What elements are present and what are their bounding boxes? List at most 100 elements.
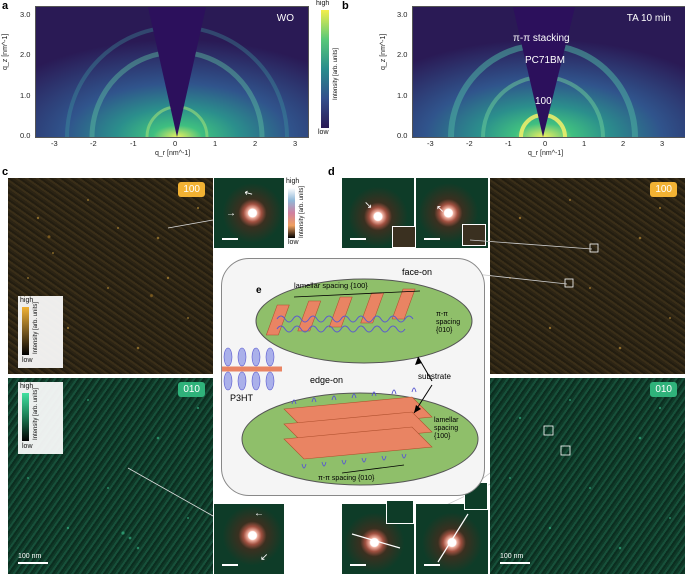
- fft-colorbar-box: high low Intensity [arb. units]: [286, 178, 328, 248]
- x-tick: 1: [213, 139, 218, 148]
- pipi-line-1: π-π: [436, 311, 448, 318]
- x-tick: 0: [173, 139, 178, 148]
- colorbar-gold: [22, 307, 29, 355]
- cbar-high: high: [286, 178, 300, 185]
- cbar-high: high: [20, 297, 34, 304]
- x-tick: -2: [466, 139, 473, 148]
- scalebar-label: 100 nm: [18, 553, 42, 560]
- fft-scalebar: [350, 238, 366, 240]
- y-tick: 3.0: [397, 10, 408, 19]
- panel-letter-d: d: [328, 166, 335, 178]
- tag-ta: TA 10 min: [626, 13, 671, 24]
- label-pipi-top: π-π spacing {010}: [436, 311, 460, 335]
- label-lamellar-top: lamellar spacing {100}: [294, 281, 368, 290]
- afm-map-010-left: 010 high low Intensity [arb. units] 100 …: [8, 378, 213, 574]
- lamellar-line-3: {100}: [434, 433, 451, 440]
- label-edge-on: edge-on: [310, 375, 344, 385]
- fft-top-left: ↙ →: [214, 178, 284, 248]
- cbar-low: low: [22, 357, 33, 364]
- speckle-svg: [27, 199, 213, 350]
- x-tick: 3: [293, 139, 298, 148]
- fft-scalebar: [222, 564, 238, 566]
- inset-zoom: [392, 226, 416, 248]
- x-tick: 3: [660, 139, 665, 148]
- cbar-low: low: [22, 443, 33, 450]
- fft-bottom-left: ← ↙: [214, 504, 284, 574]
- colorbar-box: high low Intensity [arb. units]: [18, 382, 63, 454]
- cbar-high: high: [20, 383, 34, 390]
- panel-letter-c: c: [2, 166, 9, 178]
- y-tick: 0.0: [397, 131, 408, 140]
- panel-letter-e: e: [256, 285, 262, 296]
- double-arrow-svg: [351, 533, 401, 549]
- panel-letter-b: b: [342, 0, 349, 12]
- panel-letter-a: a: [2, 0, 9, 12]
- schematic-svg: [222, 278, 479, 486]
- badge-010: 010: [178, 382, 205, 397]
- arrow-icon: ←: [254, 508, 264, 519]
- lamellar-line-1: lamellar: [434, 417, 459, 424]
- label-lamellar-bottom: lamellar spacing {100}: [434, 417, 459, 441]
- label-substrate: substrate: [418, 372, 451, 381]
- afm-map-100-left: 100 high low Intensity [arb. units]: [8, 178, 213, 374]
- y-tick: 1.0: [20, 91, 31, 100]
- colorbar-green: [22, 393, 29, 441]
- x-axis-label: q_r [nm^-1]: [528, 150, 564, 157]
- fft-scalebar: [222, 238, 238, 240]
- x-tick: 0: [543, 139, 548, 148]
- badge-100: 100: [650, 182, 677, 197]
- scalebar: [500, 562, 530, 564]
- pipi-line-3: {010}: [436, 327, 453, 334]
- label-face-on: face-on: [402, 267, 433, 277]
- cbar-low: low: [318, 129, 329, 136]
- fft-colorbar: [288, 188, 295, 238]
- badge-010: 010: [650, 382, 677, 397]
- cbar-high: high: [316, 0, 330, 7]
- double-arrow-svg: [437, 513, 469, 563]
- x-axis-label: q_r [nm^-1]: [155, 150, 191, 157]
- annotation-pcbm: PC71BM: [525, 55, 566, 66]
- x-tick: -3: [51, 139, 58, 148]
- y-tick: 2.0: [20, 50, 31, 59]
- giwaxs-pattern-ta: TA 10 min π-π stacking PC71BM 100: [412, 6, 685, 138]
- fft-scalebar: [424, 238, 440, 240]
- x-tick: -1: [130, 139, 137, 148]
- fft-bottom-d2: [416, 504, 488, 574]
- giwaxs-rings-svg: [413, 7, 685, 137]
- lamellar-line-2: spacing: [434, 425, 459, 432]
- x-tick: -3: [427, 139, 434, 148]
- arrow-icon: →: [226, 208, 236, 219]
- x-tick: -1: [505, 139, 512, 148]
- x-tick: 2: [621, 139, 626, 148]
- giwaxs-colorbar: [321, 10, 329, 128]
- giwaxs-pattern-wo: WO: [35, 6, 309, 138]
- label-pipi-bottom: π-π spacing {010}: [318, 475, 375, 482]
- speckle-svg: [509, 399, 671, 550]
- badge-100: 100: [178, 182, 205, 197]
- label-p3ht: P3HT: [230, 393, 254, 403]
- cbar-low: low: [288, 239, 299, 246]
- afm-map-010-right: 010 100 nm: [490, 378, 685, 574]
- arrow-icon: ↙: [260, 552, 269, 563]
- scalebar: [18, 562, 48, 564]
- y-tick: 1.0: [397, 91, 408, 100]
- fft-scalebar: [424, 564, 440, 566]
- afm-map-100-right: 100: [490, 178, 685, 374]
- scalebar-label: 100 nm: [500, 553, 524, 560]
- pipi-line-2: spacing: [436, 319, 461, 326]
- y-tick: 2.0: [397, 50, 408, 59]
- giwaxs-rings-svg: [36, 7, 308, 137]
- speckle-svg: [509, 199, 671, 350]
- annotation-pi-stacking: π-π stacking: [513, 33, 570, 44]
- fft-scalebar: [350, 564, 366, 566]
- schematic-box: e: [221, 258, 485, 496]
- inset-zoom: [386, 500, 414, 524]
- y-tick: 0.0: [20, 131, 31, 140]
- x-tick: 1: [582, 139, 587, 148]
- y-tick: 3.0: [20, 10, 31, 19]
- tag-wo: WO: [276, 13, 294, 24]
- x-tick: 2: [253, 139, 258, 148]
- arrow-icon: ↖: [436, 204, 445, 215]
- arrow-icon: ↘: [364, 200, 373, 211]
- colorbar-box: high low Intensity [arb. units]: [18, 296, 63, 368]
